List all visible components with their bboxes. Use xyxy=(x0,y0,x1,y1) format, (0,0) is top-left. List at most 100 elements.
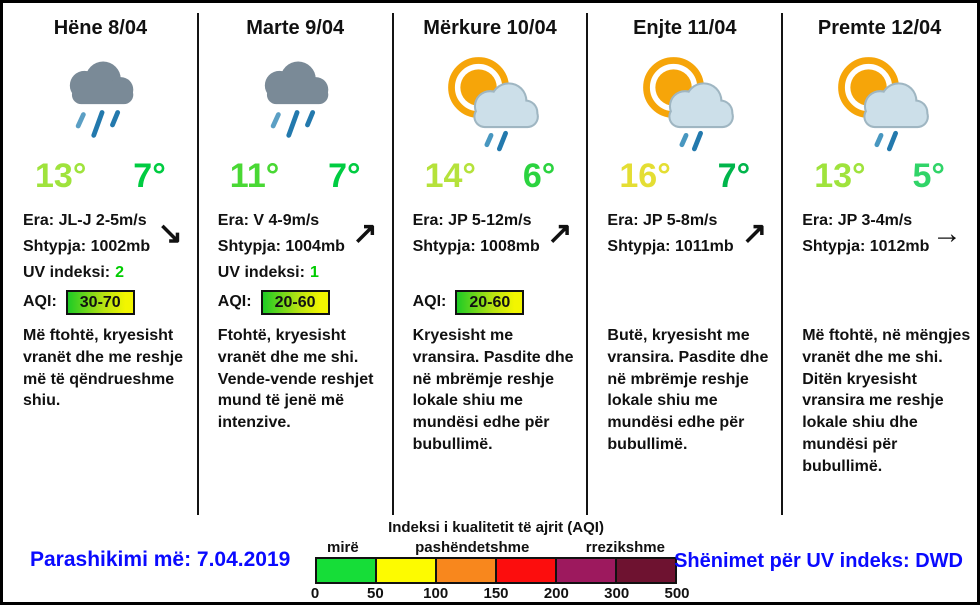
high-temp: 16° xyxy=(619,157,671,195)
aqi-label-hazardous: rrezikshme xyxy=(585,539,665,556)
temperature-row: 14° 6° xyxy=(393,156,588,196)
uv-value: 2 xyxy=(115,264,125,281)
low-temp: 5° xyxy=(912,157,945,195)
weather-icon-area xyxy=(198,44,393,156)
day-title: Marte 9/04 xyxy=(246,17,345,39)
aqi-scale-ticks: 0 50 100 150 200 300 500 xyxy=(311,585,690,602)
aqi-category-labels: mirë pashëndetshme rrezikshme xyxy=(315,539,677,556)
aqi-label-good: mirë xyxy=(327,539,359,556)
aqi-value-badge: 30-70 xyxy=(65,289,135,315)
uv-value: 1 xyxy=(309,264,319,281)
day-details: Era: V 4-9m/s Shtypja: 1004mb UV indeksi… xyxy=(198,208,393,315)
uv-label: UV indeksi: xyxy=(23,264,111,281)
aqi-info: AQI: 20-60 xyxy=(218,289,393,315)
temperature-row: 13° 7° xyxy=(3,156,198,196)
sun-cloud-rain-icon xyxy=(625,48,745,152)
day-title: Premte 12/04 xyxy=(817,17,942,39)
low-temp: 7° xyxy=(717,157,751,195)
weather-icon-area xyxy=(393,44,588,156)
aqi-tick-label: 50 xyxy=(366,585,384,602)
low-temp: 7° xyxy=(328,157,361,195)
day-description: Ftohtë, kryesisht vranët dhe me shi. Ven… xyxy=(217,327,374,431)
day-description: Kryesisht me vransira. Pasdite dhe në mb… xyxy=(412,327,574,453)
rain-cloud-icon xyxy=(40,48,160,152)
rain-cloud-icon xyxy=(235,48,355,152)
wind-info: Era: V 4-9m/s xyxy=(217,212,320,229)
aqi-scale-segment xyxy=(555,559,615,582)
wind-direction-arrow: ↗ xyxy=(547,217,573,250)
aqi-tick-label: 200 xyxy=(543,585,569,602)
day-details: Era: JP 5-12m/s Shtypja: 1008mb AQI: 20-… xyxy=(393,208,588,315)
aqi-scale-segment xyxy=(375,559,435,582)
aqi-info: AQI: 30-70 xyxy=(23,289,198,315)
aqi-tick-label: 500 xyxy=(664,585,690,602)
aqi-label: AQI: xyxy=(23,293,57,310)
forecast-day-column-5: Premte 12/04 13° 5° Era: JP 3-4m/s Shtyp… xyxy=(781,3,977,515)
temperature-row: 13° 5° xyxy=(782,156,977,196)
high-temp: 13° xyxy=(814,157,866,195)
day-title: Hëne 8/04 xyxy=(53,17,148,39)
uv-index-info: UV indeksi: 2 xyxy=(23,260,198,286)
aqi-info: AQI: 20-60 xyxy=(413,289,588,315)
weather-icon-area xyxy=(782,44,977,156)
weather-icon-area xyxy=(3,44,198,156)
high-temp: 14° xyxy=(424,157,477,195)
sun-cloud-rain-icon xyxy=(820,48,940,152)
weather-icon-area xyxy=(587,44,782,156)
uv-label: UV indeksi: xyxy=(217,264,305,281)
pressure-info: Shtypja: 1008mb xyxy=(412,238,540,255)
aqi-scale-segment xyxy=(435,559,495,582)
aqi-value-badge: 20-60 xyxy=(260,289,330,315)
day-description: Më ftohtë, kryesisht vranët dhe me reshj… xyxy=(23,327,184,410)
wind-direction-arrow: ↗ xyxy=(742,217,768,250)
forecast-day-column-2: Marte 9/04 11° 7° Era: V 4-9m/s Shtypja:… xyxy=(196,3,393,515)
forecast-day-column-3: Mërkure 10/04 14° 6° Era: JP 5-12m/s Sht… xyxy=(391,3,588,515)
low-temp: 6° xyxy=(522,157,556,195)
pressure-info: Shtypja: 1004mb xyxy=(217,238,345,255)
uv-data-source-note: Shënimet për UV indeks: DWD xyxy=(674,550,963,572)
pressure-info: Shtypja: 1011mb xyxy=(607,238,734,255)
aqi-label-unhealthy: pashëndetshme xyxy=(415,539,530,556)
aqi-scale-segment xyxy=(495,559,555,582)
aqi-tick-label: 150 xyxy=(483,585,509,602)
forecast-issued-date: Parashikimi më: 7.04.2019 xyxy=(30,548,291,571)
uv-index-info: UV indeksi: 1 xyxy=(218,260,393,286)
day-details: Era: JL-J 2-5m/s Shtypja: 1002mb UV inde… xyxy=(3,208,198,315)
day-details: Era: JP 5-8m/s Shtypja: 1011mb xyxy=(587,208,782,260)
aqi-tick-label: 300 xyxy=(604,585,630,602)
wind-info: Era: JL-J 2-5m/s xyxy=(23,212,147,229)
day-title: Mërkure 10/04 xyxy=(423,17,557,39)
day-title: Enjte 11/04 xyxy=(633,17,737,39)
aqi-scale-segment xyxy=(615,559,675,582)
blank-line xyxy=(413,260,588,286)
pressure-info: Shtypja: 1002mb xyxy=(23,238,151,255)
aqi-label: AQI: xyxy=(412,293,447,310)
forecast-day-column-1: Hëne 8/04 13° 7° Era: JL-J 2-5m/s Shtypj… xyxy=(3,3,198,515)
day-description: Butë, kryesisht me vransira. Pasdite dhe… xyxy=(607,327,769,453)
high-temp: 13° xyxy=(35,157,87,195)
temperature-row: 11° 7° xyxy=(198,156,393,196)
forecast-columns: Hëne 8/04 13° 7° Era: JL-J 2-5m/s Shtypj… xyxy=(3,3,977,515)
wind-info: Era: JP 5-8m/s xyxy=(607,212,718,229)
aqi-tick-label: 100 xyxy=(423,585,449,602)
day-description: Më ftohtë, në mëngjes vranët dhe me shi.… xyxy=(802,327,971,475)
wind-direction-arrow: ↗ xyxy=(352,217,378,250)
sun-cloud-rain-icon xyxy=(430,48,550,152)
forecast-day-column-4: Enjte 11/04 16° 7° Era: JP 5-8m/s Shtypj… xyxy=(586,3,782,515)
aqi-legend-title: Indeksi i kualitetit të ajrit (AQI) xyxy=(388,519,604,536)
wind-direction-arrow: ↘ xyxy=(157,217,183,250)
aqi-color-scale xyxy=(315,557,677,584)
day-details: Era: JP 3-4m/s Shtypja: 1012mb xyxy=(782,208,977,260)
aqi-tick-label: 0 xyxy=(310,585,320,602)
temperature-row: 16° 7° xyxy=(587,156,782,196)
wind-info: Era: JP 3-4m/s xyxy=(802,212,913,229)
high-temp: 11° xyxy=(229,157,280,195)
wind-direction-arrow: → xyxy=(931,217,962,250)
aqi-label: AQI: xyxy=(217,293,252,310)
low-temp: 7° xyxy=(133,157,166,195)
aqi-value-badge: 20-60 xyxy=(455,289,525,315)
wind-info: Era: JP 5-12m/s xyxy=(412,212,532,229)
pressure-info: Shtypja: 1012mb xyxy=(802,238,930,255)
aqi-scale-segment xyxy=(317,559,375,582)
aqi-legend: Indeksi i kualitetit të ajrit (AQI) mirë… xyxy=(311,519,690,602)
